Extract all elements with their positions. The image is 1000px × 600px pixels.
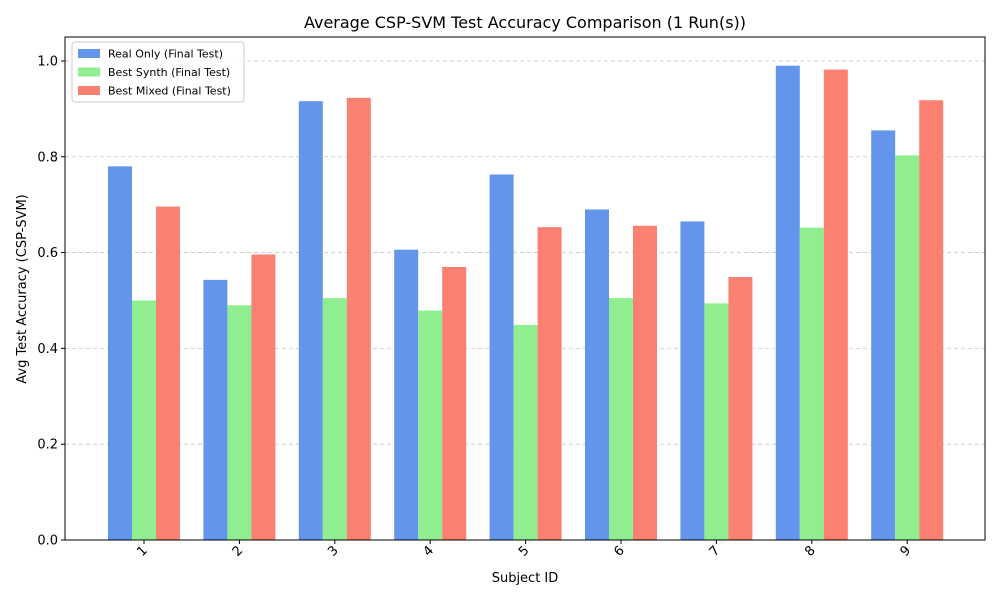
bar-1-3 — [298, 101, 323, 540]
x-tick-label: 7 — [707, 543, 723, 559]
x-tick-label: 5 — [516, 543, 532, 559]
chart-title: Average CSP-SVM Test Accuracy Comparison… — [304, 13, 746, 32]
legend-swatch-2 — [78, 67, 100, 77]
bar-3-6 — [633, 225, 657, 541]
bar-2-4 — [418, 310, 443, 540]
legend-label-1: Real Only (Final Test) — [108, 48, 223, 61]
legend-box — [71, 41, 245, 103]
plot-frame — [64, 36, 986, 541]
y-tick-label: 1.0 — [37, 54, 58, 69]
bar-3-4 — [442, 266, 467, 540]
legend-swatch-1 — [78, 49, 100, 58]
x-tick-label: 3 — [325, 543, 341, 559]
y-tick-label: 0.0 — [37, 534, 58, 549]
y-tick-label: 0.6 — [37, 246, 58, 261]
x-tick-label: 1 — [134, 543, 150, 559]
y-tick-label: 0.4 — [37, 342, 58, 357]
legend-swatch-3 — [78, 86, 100, 95]
y-tick-label: 0.2 — [37, 438, 58, 453]
bar-2-1 — [132, 300, 156, 540]
x-tick-label: 8 — [802, 543, 818, 559]
bar-1-8 — [775, 65, 800, 540]
x-axis-label: Subject ID — [492, 571, 559, 586]
y-tick-label: 0.8 — [37, 150, 58, 165]
x-tick-label: 6 — [611, 543, 627, 559]
bar-3-9 — [919, 100, 944, 540]
bar-2-2 — [227, 305, 252, 540]
bar-1-7 — [680, 221, 705, 540]
y-axis-label: Avg Test Accuracy (CSP-SVM) — [15, 194, 30, 384]
bar-2-9 — [895, 155, 920, 540]
legend-label-2: Best Synth (Final Test) — [108, 66, 230, 79]
bar-1-6 — [585, 209, 609, 540]
bar-2-6 — [609, 298, 633, 540]
legend-label-3: Best Mixed (Final Test) — [108, 85, 231, 98]
bar-2-5 — [513, 324, 538, 540]
bar-2-3 — [322, 298, 347, 540]
bar-2-7 — [704, 303, 729, 540]
bars — [108, 65, 944, 541]
bar-1-2 — [203, 279, 228, 540]
x-tick-label: 4 — [421, 543, 437, 559]
bar-3-3 — [346, 97, 371, 540]
bar-3-7 — [728, 277, 753, 540]
bar-2-8 — [799, 227, 824, 540]
axes — [61, 36, 986, 544]
bar-1-9 — [871, 130, 896, 540]
bar-3-5 — [537, 227, 562, 541]
legend: Real Only (Final Test) Best Synth (Final … — [71, 41, 245, 103]
bar-3-2 — [251, 254, 276, 541]
bar-3-8 — [823, 69, 848, 540]
bar-1-5 — [489, 174, 514, 540]
bar-1-4 — [394, 249, 419, 540]
x-tick-label: 9 — [898, 543, 914, 559]
bar-3-1 — [156, 206, 180, 540]
bar-1-1 — [108, 166, 132, 541]
x-tick-label: 2 — [230, 543, 246, 559]
